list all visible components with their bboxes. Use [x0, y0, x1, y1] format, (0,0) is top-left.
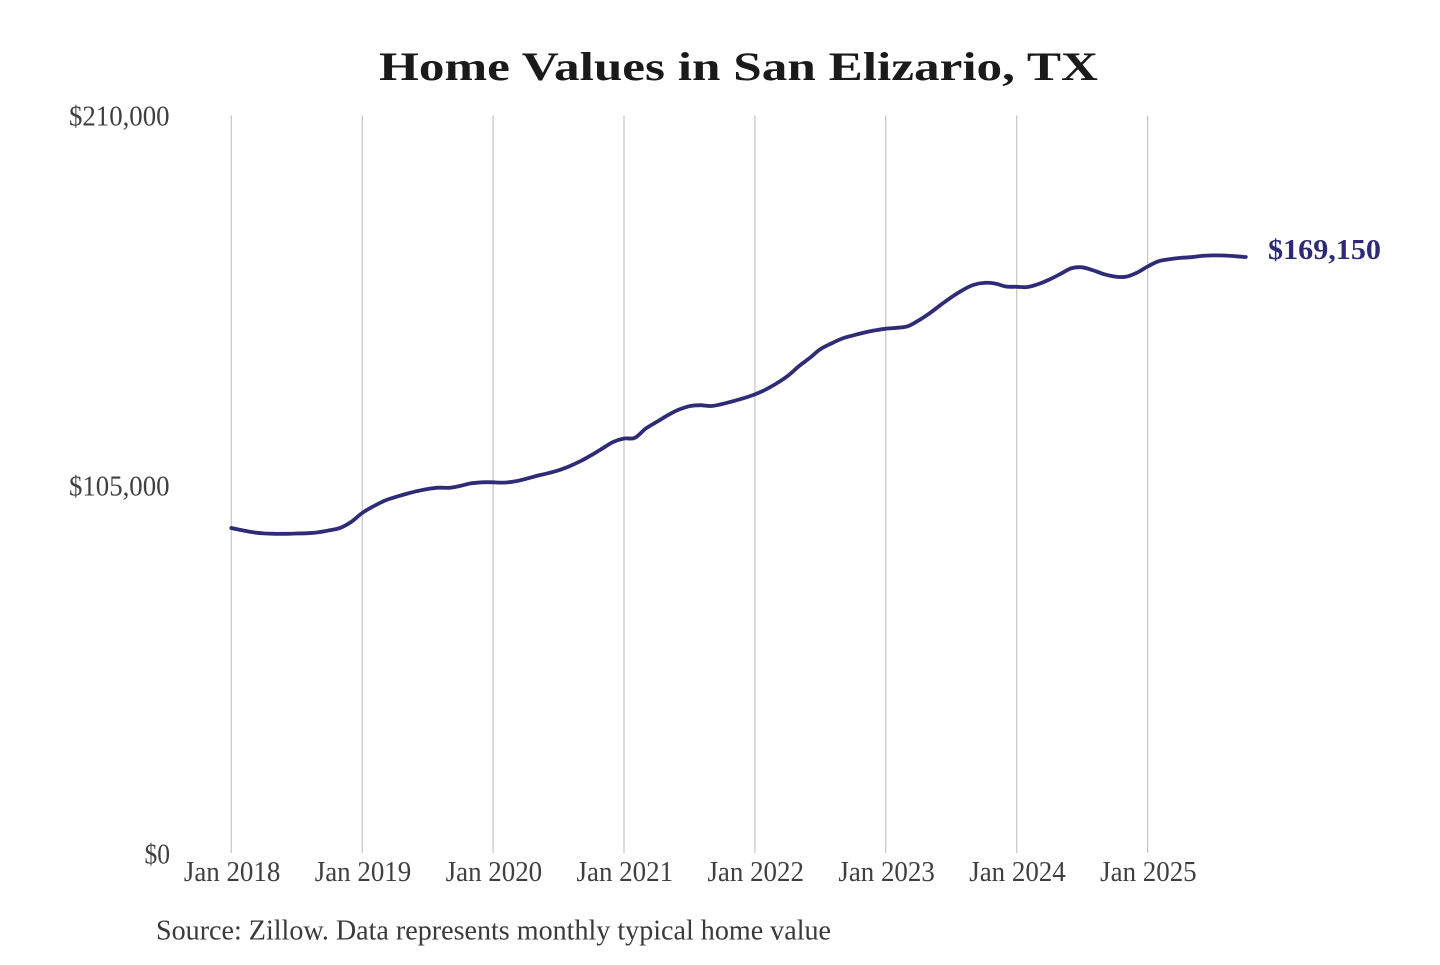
svg-text:$210,000: $210,000 [69, 101, 170, 133]
svg-text:Source: Zillow. Data represent: Source: Zillow. Data represents monthly … [156, 915, 831, 947]
svg-text:Jan 2022: Jan 2022 [707, 856, 804, 888]
svg-text:Jan 2020: Jan 2020 [446, 856, 543, 888]
svg-text:Jan 2021: Jan 2021 [577, 856, 674, 888]
svg-text:Jan 2018: Jan 2018 [184, 856, 281, 888]
svg-text:Home Values in San Elizario, T: Home Values in San Elizario, TX [379, 44, 1098, 89]
svg-text:$169,150: $169,150 [1268, 234, 1381, 266]
svg-text:$105,000: $105,000 [69, 471, 170, 503]
svg-text:Jan 2024: Jan 2024 [969, 856, 1066, 888]
svg-text:Jan 2025: Jan 2025 [1100, 856, 1197, 888]
svg-text:$0: $0 [145, 839, 171, 871]
svg-text:Jan 2023: Jan 2023 [838, 856, 935, 888]
svg-text:Jan 2019: Jan 2019 [315, 856, 412, 888]
